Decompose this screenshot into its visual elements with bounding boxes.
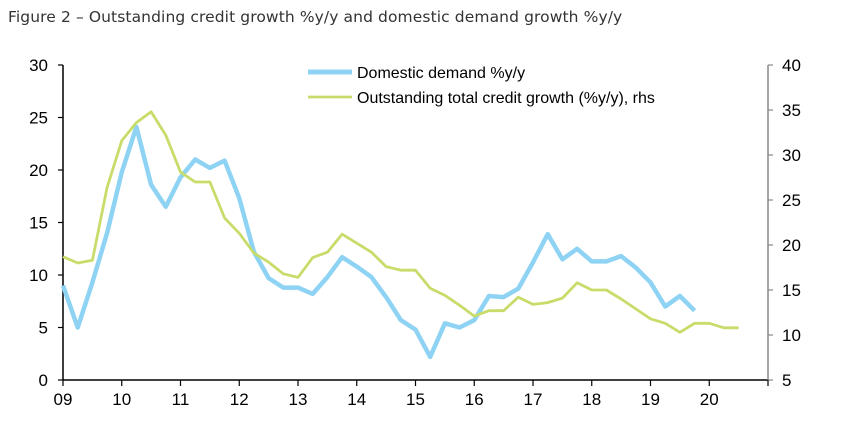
- y-tick-label: 15: [29, 214, 48, 233]
- x-tick-label: 10: [112, 390, 131, 409]
- x-tick-label: 12: [230, 390, 249, 409]
- y2-tick-label: 20: [782, 236, 801, 255]
- x-tick-label: 19: [641, 390, 660, 409]
- y2-tick-label: 15: [782, 281, 801, 300]
- y-tick-label: 25: [29, 109, 48, 128]
- x-tick-label: 20: [700, 390, 719, 409]
- legend-label: Outstanding total credit growth (%y/y), …: [357, 90, 655, 107]
- x-tick-label: 09: [54, 390, 73, 409]
- y2-tick-label: 30: [782, 146, 801, 165]
- y2-tick-label: 40: [782, 56, 801, 75]
- x-tick-label: 14: [347, 390, 366, 409]
- y-tick-label: 20: [29, 161, 48, 180]
- series-line-credit-growth: [62, 110, 739, 334]
- x-tick-label: 18: [582, 390, 601, 409]
- y-tick-label: 0: [39, 371, 48, 390]
- x-tick-label: 15: [406, 390, 425, 409]
- y-tick-label: 30: [29, 56, 48, 75]
- y-tick-label: 5: [39, 319, 48, 338]
- x-tick-label: 11: [172, 390, 190, 409]
- y2-tick-label: 35: [782, 101, 801, 120]
- y2-tick-label: 10: [782, 326, 801, 345]
- y2-tick-label: 25: [782, 191, 801, 210]
- x-tick-label: 17: [524, 390, 543, 409]
- y2-tick-label: 5: [782, 371, 791, 390]
- x-tick-label: 13: [289, 390, 308, 409]
- chart-title: Figure 2 – Outstanding credit growth %y/…: [8, 8, 623, 26]
- x-tick-label: 16: [465, 390, 484, 409]
- series-line-domestic-demand: [60, 124, 697, 360]
- legend-label: Domestic demand %y/y: [357, 65, 525, 82]
- y-tick-label: 10: [29, 266, 48, 285]
